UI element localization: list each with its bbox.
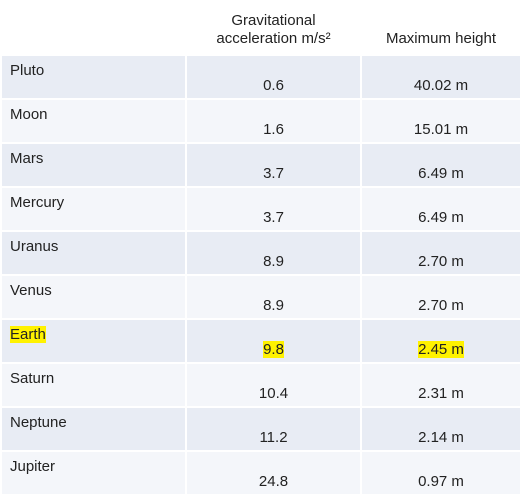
body-value-cell: 9.8 xyxy=(185,318,362,364)
body-value-cell: 2.31 m xyxy=(360,362,520,408)
body-value-cell: 2.45 m xyxy=(360,318,520,364)
table-row: Jupiter 24.8 0.97 m xyxy=(0,450,520,496)
cell-text: Uranus xyxy=(10,238,59,255)
cell-text: 0.97 m xyxy=(418,473,464,490)
body-value-cell: 3.7 xyxy=(185,142,362,188)
body-name-cell: Moon xyxy=(0,98,187,144)
cell-text: 2.14 m xyxy=(418,429,464,446)
cell-text: 8.9 xyxy=(263,253,284,270)
body-value-cell: 2.14 m xyxy=(360,406,520,452)
body-name-cell: Mars xyxy=(0,142,187,188)
cell-text: Mars xyxy=(10,150,44,167)
cell-text: 1.6 xyxy=(263,121,284,138)
cell-text: Saturn xyxy=(10,370,55,387)
cell-text: Pluto xyxy=(10,62,45,79)
cell-text: 15.01 m xyxy=(413,121,469,138)
body-value-cell: 3.7 xyxy=(185,186,362,232)
body-value-cell: 2.70 m xyxy=(360,274,520,320)
body-value-cell: 24.8 xyxy=(185,450,362,496)
cell-text: 2.70 m xyxy=(418,297,464,314)
body-name-cell: Pluto xyxy=(0,54,187,100)
body-value-cell: 6.49 m xyxy=(360,142,520,188)
body-name-cell: Earth xyxy=(0,318,187,364)
body-value-cell: 0.97 m xyxy=(360,450,520,496)
table-row: Moon 1.6 15.01 m xyxy=(0,98,520,144)
table-row: Saturn 10.4 2.31 m xyxy=(0,362,520,408)
cell-text: Moon xyxy=(10,106,48,123)
body-value-cell: 1.6 xyxy=(185,98,362,144)
body-value-cell: 40.02 m xyxy=(360,54,520,100)
cell-text: 0.6 xyxy=(263,77,284,94)
cell-text: Neptune xyxy=(10,414,67,431)
cell-text: 11.2 xyxy=(259,429,288,446)
cell-text: 3.7 xyxy=(263,209,284,226)
table-row: Venus 8.9 2.70 m xyxy=(0,274,520,320)
body-value-cell: 8.9 xyxy=(185,274,362,320)
cell-text: Venus xyxy=(10,282,52,299)
table-row: Mars 3.7 6.49 m xyxy=(0,142,520,188)
body-name-cell: Uranus xyxy=(0,230,187,276)
body-value-cell: 15.01 m xyxy=(360,98,520,144)
body-value-cell: 10.4 xyxy=(185,362,362,408)
body-value-cell: 11.2 xyxy=(185,406,362,452)
cell-text: Mercury xyxy=(10,194,65,211)
cell-text: 2.31 m xyxy=(418,385,464,402)
table-row: Neptune 11.2 2.14 m xyxy=(0,406,520,452)
header-cell: Gravitational acceleration m/s² xyxy=(186,0,361,55)
cell-text: 6.49 m xyxy=(418,209,464,226)
body-value-cell: 6.49 m xyxy=(360,186,520,232)
table-row: Uranus 8.9 2.70 m xyxy=(0,230,520,276)
header-row: Gravitational acceleration m/s² Maximum … xyxy=(1,0,520,55)
header-cell xyxy=(1,0,186,55)
table-body: Pluto 0.6 40.02 m Moon 1.6 15.01 m Mars 3.7 6.49… xyxy=(0,54,520,496)
cell-text: 24.8 xyxy=(258,473,289,490)
cell-text: 40.02 m xyxy=(413,77,469,94)
header-cell: Maximum height xyxy=(361,0,520,55)
body-name-cell: Jupiter xyxy=(0,450,187,496)
body-name-cell: Venus xyxy=(0,274,187,320)
cell-text: 3.7 xyxy=(263,165,284,182)
table-row: Earth 9.8 2.45 m xyxy=(0,318,520,364)
cell-text: 2.70 m xyxy=(418,253,464,270)
body-value-cell: 2.70 m xyxy=(360,230,520,276)
body-name-cell: Neptune xyxy=(0,406,187,452)
body-name-cell: Mercury xyxy=(0,186,187,232)
body-name-cell: Saturn xyxy=(0,362,187,408)
cell-text: 9.8 xyxy=(263,341,284,358)
cell-text: 10.4 xyxy=(258,385,289,402)
cell-text: Earth xyxy=(10,326,46,343)
cell-text: 6.49 m xyxy=(418,165,464,182)
cell-text: 8.9 xyxy=(263,297,284,314)
body-value-cell: 0.6 xyxy=(185,54,362,100)
table-row: Pluto 0.6 40.02 m xyxy=(0,54,520,100)
body-value-cell: 8.9 xyxy=(185,230,362,276)
table-row: Mercury 3.7 6.49 m xyxy=(0,186,520,232)
cell-text: Jupiter xyxy=(10,458,56,475)
cell-text: 2.45 m xyxy=(418,341,464,358)
